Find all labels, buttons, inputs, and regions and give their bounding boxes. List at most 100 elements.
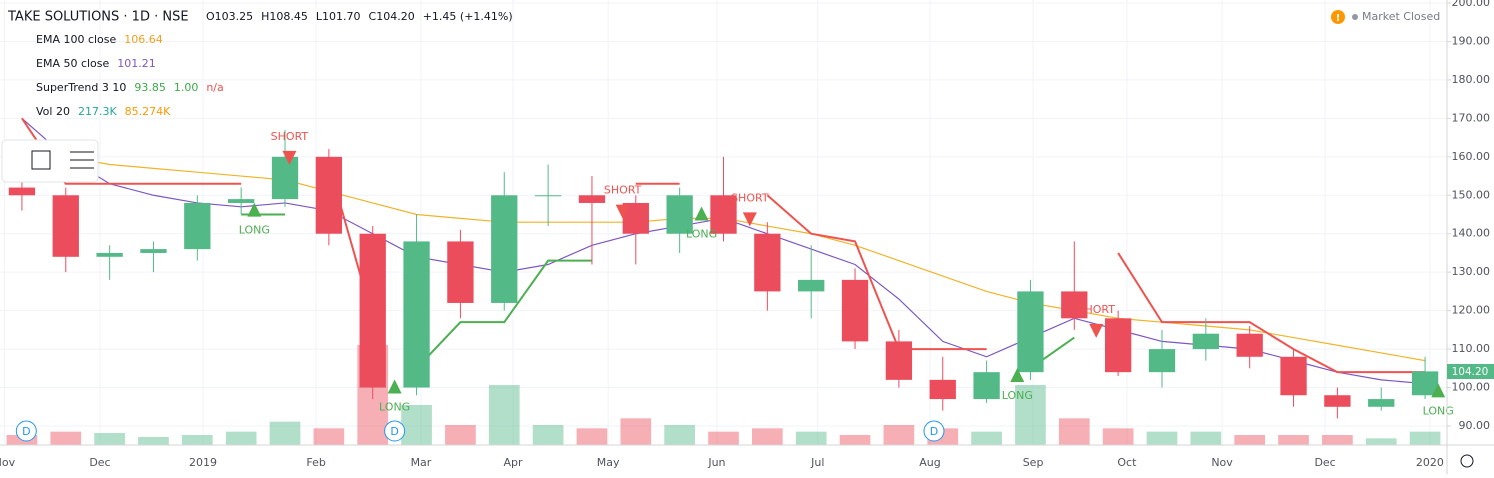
last-price-box [1447, 364, 1494, 379]
candle-body [491, 195, 518, 303]
legend-value: 93.85 [134, 81, 166, 94]
candle-body [1192, 333, 1219, 350]
signal-label: LONG [379, 401, 410, 414]
volume-bar [488, 385, 520, 445]
signal-label: SHORT [604, 184, 642, 197]
legend-value: 217.3K [78, 105, 117, 118]
signal-label: LONG [239, 224, 270, 237]
signal-arrow [742, 212, 757, 227]
market-status: Market Closed [1362, 10, 1440, 23]
volume-bar [138, 437, 169, 445]
volume-bar [50, 431, 82, 445]
signal-label: LONG [1002, 389, 1033, 402]
y-tick-label: 170.00 [1452, 111, 1491, 124]
volume-bar [1322, 435, 1353, 445]
legend-value: 101.21 [117, 57, 156, 70]
quote-value: C104.20 [369, 10, 415, 23]
signal-arrow [247, 202, 262, 217]
signal-arrow [387, 379, 402, 394]
volume-bar [1058, 418, 1090, 445]
dividend-marker [384, 420, 406, 442]
candle-body [798, 279, 825, 292]
candle-body [96, 252, 123, 257]
candle-body [929, 379, 956, 400]
dividend-marker [15, 420, 37, 442]
candle-body [447, 241, 474, 303]
volume-bar [313, 428, 345, 445]
volume-bar [225, 431, 257, 445]
volume-bar [1234, 435, 1266, 445]
volume-bar [752, 428, 783, 445]
candle-body [228, 199, 255, 203]
volume-bar [1409, 431, 1441, 445]
candle-body [184, 202, 211, 250]
legend-value: 1.00 [174, 81, 199, 94]
signal-arrow [615, 204, 630, 219]
candle-body [666, 195, 693, 234]
chart-title: TAKE SOLUTIONS · 1D · NSE [7, 10, 189, 25]
candle-body [1368, 399, 1395, 407]
volume-bar [269, 421, 301, 445]
quote-value: L101.70 [316, 10, 361, 23]
x-tick-label: Aug [919, 456, 940, 469]
candle-body [140, 249, 167, 253]
volume-bar [1146, 431, 1178, 445]
candle-body [885, 341, 913, 380]
y-tick-label: 110.00 [1452, 342, 1491, 355]
candle-body [1148, 349, 1176, 373]
x-tick-label: Dec [1314, 456, 1335, 469]
y-tick-label: 130.00 [1452, 265, 1491, 278]
signal-label: SHORT [731, 191, 769, 204]
volume-bar [401, 405, 432, 445]
x-tick-label: 2020 [1416, 456, 1444, 469]
quote-value: +1.45 (+1.41%) [423, 10, 513, 23]
y-tick-label: 100.00 [1452, 381, 1491, 394]
x-tick-label: Sep [1023, 456, 1044, 469]
candle-body [1236, 333, 1263, 357]
x-tick-label: May [597, 456, 620, 469]
x-tick-label: Nov [1211, 456, 1233, 469]
x-tick-label: Dec [89, 456, 110, 469]
legend-name: EMA 100 close [36, 33, 117, 46]
legend-value: 85.274K [125, 105, 171, 118]
x-tick-label: Jul [810, 456, 824, 469]
candle-body [534, 195, 562, 197]
signal-arrow [282, 150, 297, 165]
signal-arrow [694, 206, 709, 221]
volume-bar [883, 425, 915, 445]
candle-body [1104, 318, 1132, 373]
candle-body [1280, 356, 1307, 396]
volume-bar [532, 425, 564, 445]
x-tick-label: Nov [0, 456, 16, 469]
y-tick-label: 180.00 [1452, 73, 1491, 86]
signal-arrow [1431, 383, 1446, 398]
y-tick-label: 150.00 [1452, 188, 1491, 201]
signal-label: SHORT [271, 130, 309, 143]
settings-gear[interactable] [1460, 454, 1474, 468]
rect-tool[interactable] [31, 150, 51, 170]
y-tick-label: 90.00 [1459, 419, 1491, 432]
drawing-toolbar [1, 139, 99, 183]
volume-bar [181, 435, 213, 445]
settings-tool[interactable] [70, 151, 94, 169]
y-tick-label: 160.00 [1452, 150, 1491, 163]
candle-body [403, 241, 430, 388]
x-tick-label: Oct [1117, 456, 1137, 469]
legend-name: SuperTrend 3 10 [36, 81, 126, 94]
indicator-line [21, 117, 1426, 374]
signal-arrow [1010, 368, 1025, 383]
quote-value: O103.25 [206, 10, 253, 23]
dividend-label: D [390, 425, 398, 438]
y-tick-label: 200.00 [1452, 0, 1491, 9]
dividend-label: D [22, 425, 30, 438]
candle-body [841, 279, 869, 342]
y-tick-label: 120.00 [1452, 304, 1491, 317]
x-tick-label: Feb [306, 456, 325, 469]
volume-bar [708, 431, 739, 445]
volume-bar [620, 418, 652, 445]
status-icon[interactable] [1331, 10, 1345, 24]
signal-label: LONG [686, 228, 717, 241]
candle-body [973, 372, 1000, 400]
